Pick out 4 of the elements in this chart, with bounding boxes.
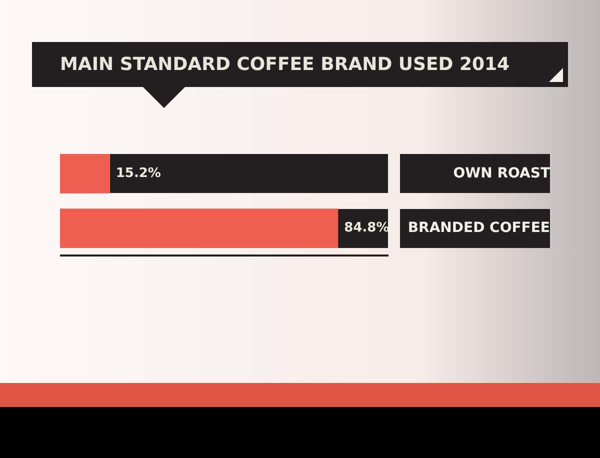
data-label: 15.2%: [116, 166, 161, 182]
chart-title: MAIN STANDARD COFFEE BRAND USED 2014: [60, 53, 510, 77]
y-tick-label: BRANDED COFFEE: [408, 220, 550, 236]
y-tick-label: OWN ROAST: [453, 165, 550, 182]
